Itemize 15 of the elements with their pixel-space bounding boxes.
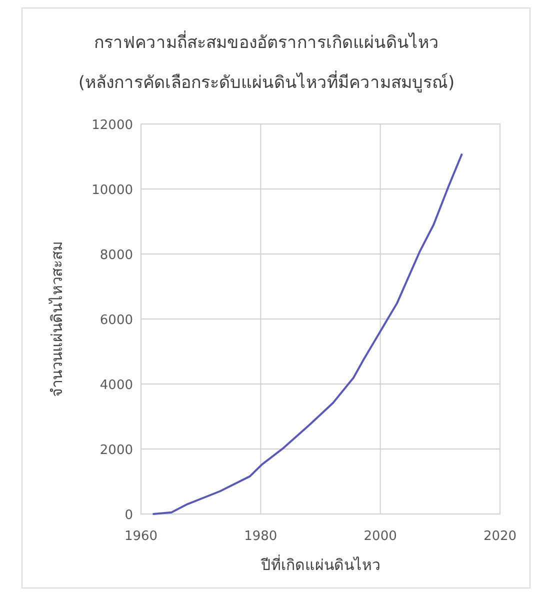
y-tick-label: 10000 [92,183,133,198]
y-tick-label: 2000 [100,443,133,458]
x-tick-label: 2000 [364,529,397,544]
x-tick-label: 1980 [244,529,278,544]
y-tick-label: 6000 [100,313,133,328]
x-tick-label: 1960 [124,529,158,544]
y-tick-label: 12000 [92,118,133,133]
y-tick-label: 0 [124,508,133,523]
y-tick-label: 4000 [100,378,133,393]
x-tick-label: 2020 [483,529,517,544]
chart-subtitle: (หลังการคัดเลือกระดับแผ่นดินไหวที่มีความสมบูรณ์) [78,70,455,93]
y-axis-title: จำนวนแผ่นดินไหวสะสม [48,241,66,397]
chart-title: กราฟความถี่สะสมของอัตราการเกิดแผ่นดินไหว [94,30,439,53]
y-tick-label: 8000 [100,248,133,263]
x-axis-title: ปีที่เกิดแผ่นดินไหว [260,554,380,574]
